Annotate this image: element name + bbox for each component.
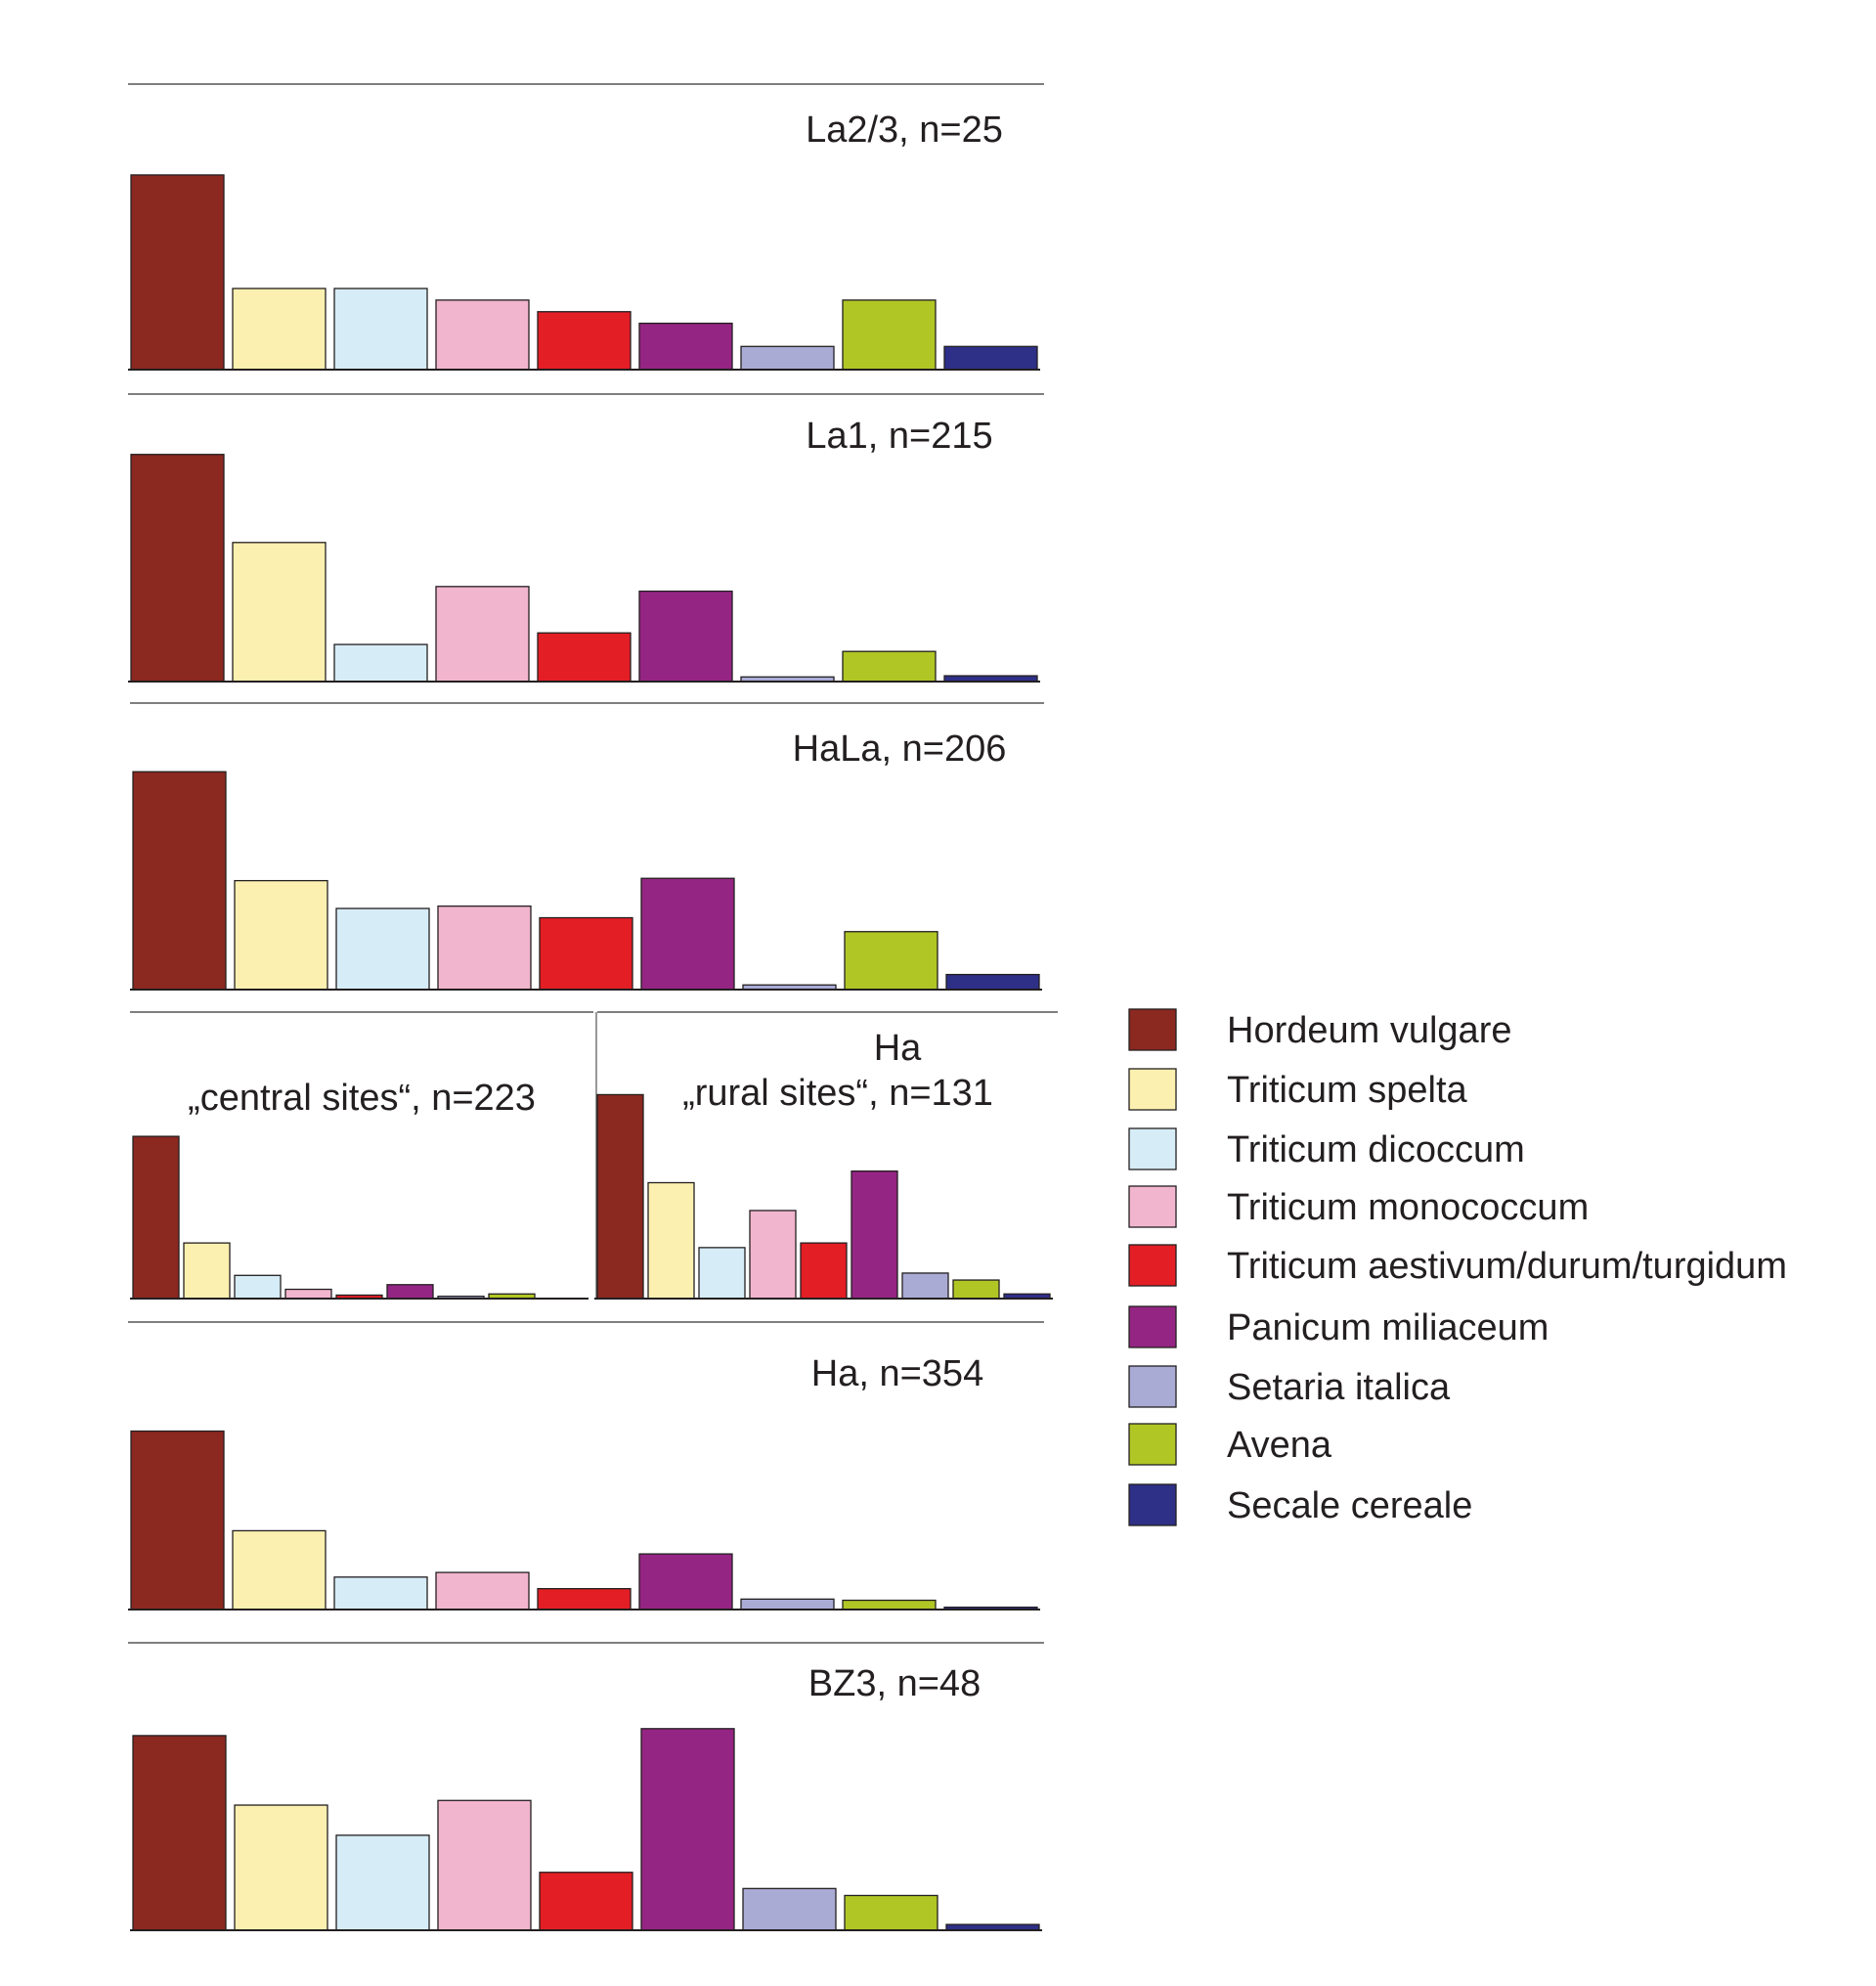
bar-avena	[844, 931, 938, 991]
legend-swatch	[1128, 1483, 1177, 1526]
bar-triticum-spelta	[232, 542, 327, 683]
panel-title: Ha, n=354	[811, 1353, 983, 1394]
chart-panels: La2/3, n=25 La1, n=215 HaLa, n=206 „central…	[128, 83, 1058, 1931]
legend-label: Avena	[1227, 1425, 1332, 1466]
bar-hordeum-vulgare	[130, 1430, 225, 1611]
bar-triticum-monococcum	[435, 299, 530, 371]
panel-rural-sites-n-131: „rural sites“, n=131	[594, 1011, 1058, 1300]
bar-triticum-dicoccum	[333, 643, 428, 683]
bar-triticum-dicoccum	[333, 1576, 428, 1611]
panel-title: La2/3, n=25	[806, 110, 1003, 151]
panel-title: „rural sites“, n=131	[682, 1073, 993, 1114]
legend-item-hordeum-vulgare: Hordeum vulgare	[1128, 1008, 1511, 1051]
panel-bz3-n-48: BZ3, n=48	[128, 1642, 1044, 1931]
bar-triticum-dicoccum	[335, 907, 430, 991]
legend: Hordeum vulgare Triticum spelta Triticum d…	[1128, 1008, 1787, 1526]
bar-triticum-monococcum	[437, 1799, 532, 1931]
panel-la2-3-n-25: La2/3, n=25	[128, 83, 1044, 371]
bar-avena	[842, 650, 937, 683]
bar-avena	[844, 1894, 938, 1931]
legend-swatch	[1128, 1365, 1177, 1408]
bar-triticum-aestivum-durum-turgidum	[537, 311, 632, 371]
bar-triticum-spelta	[647, 1181, 695, 1300]
legend-label: Triticum monococcum	[1227, 1187, 1589, 1228]
bar-panicum-miliaceum	[638, 590, 733, 683]
legend-label: Panicum miliaceum	[1227, 1307, 1549, 1348]
panel-ha-n-354: Ha, n=354	[128, 1321, 1044, 1611]
legend-label: Triticum dicoccum	[1227, 1129, 1525, 1170]
bar-triticum-aestivum-durum-turgidum	[537, 1588, 632, 1611]
legend-item-setaria-italica: Setaria italica	[1128, 1365, 1451, 1408]
legend-swatch	[1128, 1305, 1177, 1348]
bar-triticum-spelta	[234, 879, 328, 991]
bar-triticum-spelta	[232, 287, 327, 371]
bar-hordeum-vulgare	[130, 454, 225, 683]
legend-swatch	[1128, 1423, 1177, 1466]
bar-triticum-monococcum	[435, 1571, 530, 1611]
bar-triticum-aestivum-durum-turgidum	[539, 916, 633, 991]
bar-triticum-monococcum	[437, 905, 532, 991]
legend-label: Triticum spelta	[1227, 1070, 1468, 1111]
bar-hordeum-vulgare	[132, 1735, 227, 1931]
bar-panicum-miliaceum	[386, 1284, 434, 1300]
bar-triticum-dicoccum	[234, 1274, 282, 1300]
bar-panicum-miliaceum	[640, 1728, 735, 1931]
panel-la1-n-215: La1, n=215	[128, 393, 1044, 683]
legend-item-avena: Avena	[1128, 1423, 1332, 1466]
bar-secale-cereale	[943, 345, 1038, 371]
bar-panicum-miliaceum	[638, 322, 733, 371]
panel-hala-n-206: HaLa, n=206	[130, 702, 1044, 991]
bar-hordeum-vulgare	[132, 1135, 180, 1300]
legend-swatch	[1128, 1008, 1177, 1051]
bar-hordeum-vulgare	[132, 771, 227, 991]
bar-triticum-dicoccum	[698, 1247, 746, 1300]
bar-triticum-aestivum-durum-turgidum	[800, 1242, 848, 1300]
panel-central-sites-n-223: „central sites“, n=223	[130, 1011, 593, 1300]
legend-item-triticum-dicoccum: Triticum dicoccum	[1128, 1127, 1525, 1170]
bar-triticum-aestivum-durum-turgidum	[537, 632, 632, 683]
legend-label: Triticum aestivum/durum/turgidum	[1227, 1246, 1787, 1287]
bar-setaria-italica	[742, 1887, 837, 1931]
bar-avena	[952, 1279, 1000, 1300]
panel-title: BZ3, n=48	[808, 1663, 981, 1704]
bar-setaria-italica	[740, 1598, 835, 1611]
bar-panicum-miliaceum	[851, 1170, 898, 1300]
bar-triticum-monococcum	[284, 1288, 332, 1300]
bar-avena	[842, 1599, 937, 1611]
panel-title: „central sites“, n=223	[188, 1078, 536, 1119]
bar-setaria-italica	[901, 1272, 949, 1300]
bar-triticum-aestivum-durum-turgidum	[539, 1872, 633, 1931]
bar-panicum-miliaceum	[638, 1553, 733, 1611]
bar-panicum-miliaceum	[640, 877, 735, 991]
legend-item-secale-cereale: Secale cereale	[1128, 1483, 1472, 1526]
bar-setaria-italica	[740, 345, 835, 371]
legend-item-triticum-aestivum-durum-turgidum: Triticum aestivum/durum/turgidum	[1128, 1244, 1787, 1287]
legend-item-triticum-spelta: Triticum spelta	[1128, 1068, 1468, 1111]
bar-triticum-spelta	[183, 1242, 231, 1300]
bar-hordeum-vulgare	[596, 1093, 644, 1300]
legend-swatch	[1128, 1127, 1177, 1170]
bar-avena	[842, 299, 937, 371]
bar-triticum-dicoccum	[335, 1834, 430, 1931]
bar-triticum-spelta	[232, 1529, 327, 1611]
legend-item-triticum-monococcum: Triticum monococcum	[1128, 1185, 1589, 1228]
bar-triticum-monococcum	[749, 1210, 797, 1300]
legend-swatch	[1128, 1068, 1177, 1111]
legend-label: Secale cereale	[1227, 1485, 1472, 1526]
legend-label: Hordeum vulgare	[1227, 1010, 1511, 1051]
bar-triticum-monococcum	[435, 586, 530, 683]
legend-item-panicum-miliaceum: Panicum miliaceum	[1128, 1305, 1549, 1348]
panel-title: La1, n=215	[806, 416, 992, 457]
legend-swatch	[1128, 1185, 1177, 1228]
bar-hordeum-vulgare	[130, 174, 225, 371]
bar-triticum-dicoccum	[333, 287, 428, 371]
ha-group-label: Ha	[874, 1028, 922, 1069]
panel-title: HaLa, n=206	[793, 728, 1007, 770]
bar-secale-cereale	[945, 973, 1040, 991]
bar-triticum-spelta	[234, 1804, 328, 1931]
legend-swatch	[1128, 1244, 1177, 1287]
legend-label: Setaria italica	[1227, 1367, 1451, 1408]
